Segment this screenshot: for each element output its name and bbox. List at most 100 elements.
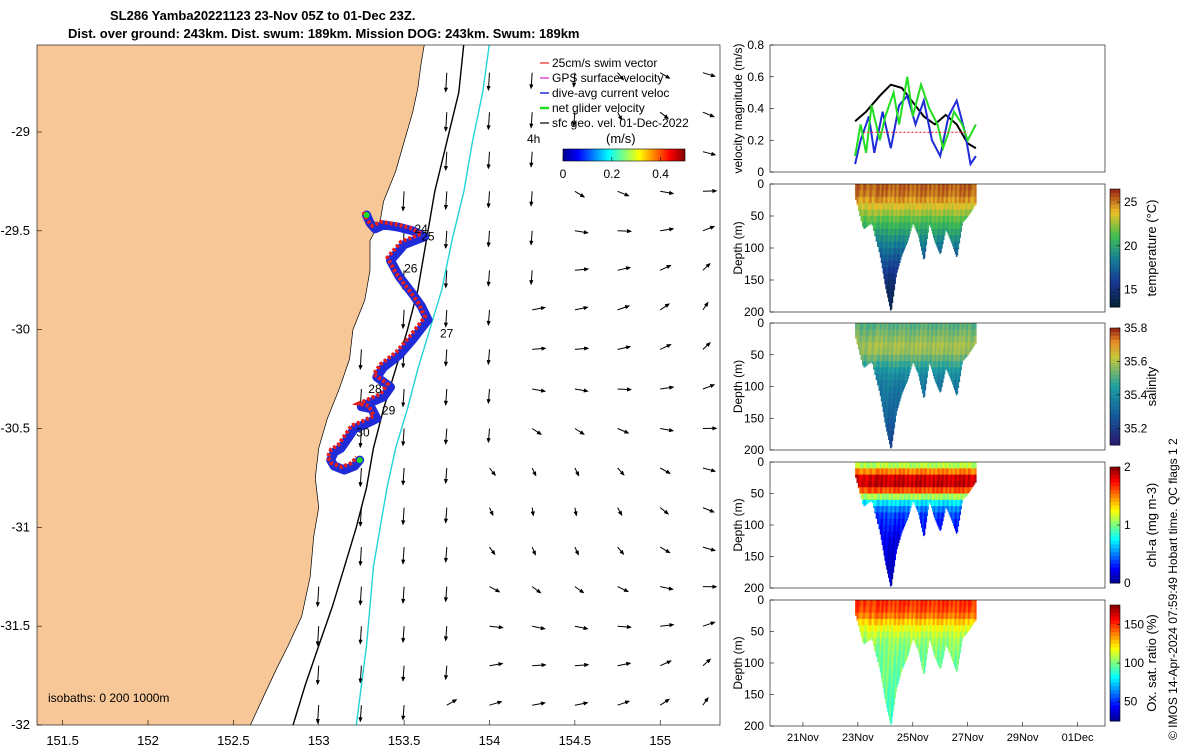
geovel-arrowhead: [529, 162, 534, 168]
geovel-arrowhead: [530, 511, 535, 517]
x-tick-label: 154.5: [559, 733, 592, 748]
geovel-arrowhead: [529, 279, 534, 286]
geovel-arrowhead: [668, 227, 675, 232]
isobath-1000m: [355, 45, 490, 725]
geovel-arrowhead: [497, 700, 503, 705]
geovel-arrowhead: [666, 344, 672, 348]
geovel-arrowhead: [443, 283, 448, 289]
legend-dive-avg-label: dive-avg current veloc: [552, 86, 669, 100]
y-tick-label: -32: [11, 717, 30, 732]
geovel-arrowhead: [665, 549, 671, 554]
geovel-arrowhead: [536, 430, 542, 436]
geovel-arrowhead: [532, 550, 536, 556]
geovel-arrowhead: [401, 324, 406, 330]
geovel-arrowhead: [443, 204, 448, 211]
geovel-arrowhead: [486, 320, 491, 326]
geovel-arrowhead: [710, 468, 717, 473]
y-tick-label: -31: [11, 519, 30, 534]
geovel-arrowhead: [541, 663, 547, 668]
geovel-arrowhead: [664, 698, 670, 704]
time-step-label: 4h: [527, 132, 540, 146]
geovel-arrowhead: [626, 624, 632, 629]
geovel-arrowhead: [443, 518, 448, 524]
geovel-arrowhead: [579, 430, 585, 435]
map-colorbar-label: (m/s): [606, 131, 636, 146]
geovel-arrowhead: [529, 123, 534, 129]
land-area: [37, 45, 425, 725]
geovel-arrowhead: [486, 242, 491, 248]
geovel-arrowhead: [540, 306, 546, 311]
x-tick-label: 152: [137, 733, 159, 748]
geovel-arrowhead: [583, 388, 589, 393]
geovel-arrowhead: [712, 189, 718, 194]
isobath-label: isobaths: 0 200 1000m: [48, 691, 169, 705]
geovel-arrowhead: [486, 85, 491, 92]
geovel-arrowhead: [669, 623, 675, 628]
map-colorbar-tick-label: 0: [560, 167, 567, 181]
geovel-arrowhead: [704, 301, 709, 307]
map-colorbar-tick-label: 0.2: [603, 167, 620, 181]
day-label: 25: [421, 230, 435, 244]
geovel-arrowhead: [664, 114, 670, 120]
geovel-arrowhead: [626, 229, 632, 234]
geovel-arrowhead: [666, 660, 672, 665]
geovel-arrowhead: [711, 152, 717, 156]
geovel-arrowhead: [618, 115, 623, 121]
geovel-arrowhead: [358, 600, 363, 606]
geovel-arrowhead: [529, 240, 534, 246]
geovel-arrowhead: [666, 264, 672, 269]
geovel-arrowhead: [709, 384, 716, 388]
geovel-arrowhead: [401, 676, 406, 682]
geovel-arrowhead: [618, 510, 623, 517]
geovel-arrowhead: [401, 520, 406, 526]
track-end-marker: [356, 457, 363, 464]
geovel-arrowhead: [705, 262, 711, 268]
glider-track-swim: [325, 211, 428, 470]
geovel-arrowhead: [498, 625, 504, 630]
geovel-arrowhead: [572, 82, 577, 88]
y-tick-label: -29: [11, 124, 30, 139]
legend-gps-label: GPS surface velocity: [552, 71, 663, 85]
track-start-marker: [363, 212, 370, 218]
geovel-arrowhead: [443, 361, 448, 367]
legend-item-net: net glider velocity: [540, 101, 645, 115]
geovel-arrowhead: [710, 547, 717, 552]
geovel-arrowhead: [540, 388, 547, 393]
geovel-arrowhead: [583, 230, 589, 235]
geovel-arrowhead: [572, 121, 577, 127]
geovel-arrowhead: [529, 84, 534, 90]
geovel-arrowhead: [358, 561, 363, 567]
geovel-arrowhead: [401, 480, 406, 486]
geovel-arrowhead: [443, 636, 448, 642]
geovel-arrowhead: [443, 557, 448, 563]
geovel-arrowhead: [495, 588, 501, 593]
x-tick-label: 151.5: [46, 733, 79, 748]
geovel-arrowhead: [669, 385, 675, 390]
x-tick-label: 152.5: [217, 733, 250, 748]
geovel-arrowhead: [401, 559, 406, 565]
geovel-arrowhead: [443, 165, 448, 172]
geovel-arrowhead: [583, 346, 590, 351]
geovel-arrowhead: [583, 306, 589, 311]
geovel-arrowhead: [583, 267, 590, 272]
day-label: 29: [382, 404, 396, 418]
map-colorbar-tick-label: 0.4: [652, 167, 669, 181]
geovel-arrowhead: [540, 626, 546, 631]
geovel-arrowhead: [489, 510, 494, 517]
geovel-arrowhead: [529, 201, 534, 207]
day-label: 28: [368, 382, 382, 396]
geovel-arrowhead: [619, 470, 625, 476]
legend-item-gps: GPS surface velocity: [540, 71, 663, 85]
geovel-arrowhead: [443, 322, 448, 328]
legend-geovel-label: sfc geo. vel. 01-Dec-2022: [552, 116, 689, 130]
geovel-arrowhead: [664, 303, 670, 308]
legend-item-dive-avg: dive-avg current veloc: [540, 86, 669, 100]
x-tick-label: 153.5: [388, 733, 421, 748]
x-tick-label: 155: [649, 733, 671, 748]
geovel-arrowhead: [358, 364, 363, 371]
geovel-arrowhead: [584, 662, 590, 667]
geovel-arrowhead: [574, 550, 579, 556]
y-tick-label: -31.5: [0, 618, 30, 633]
